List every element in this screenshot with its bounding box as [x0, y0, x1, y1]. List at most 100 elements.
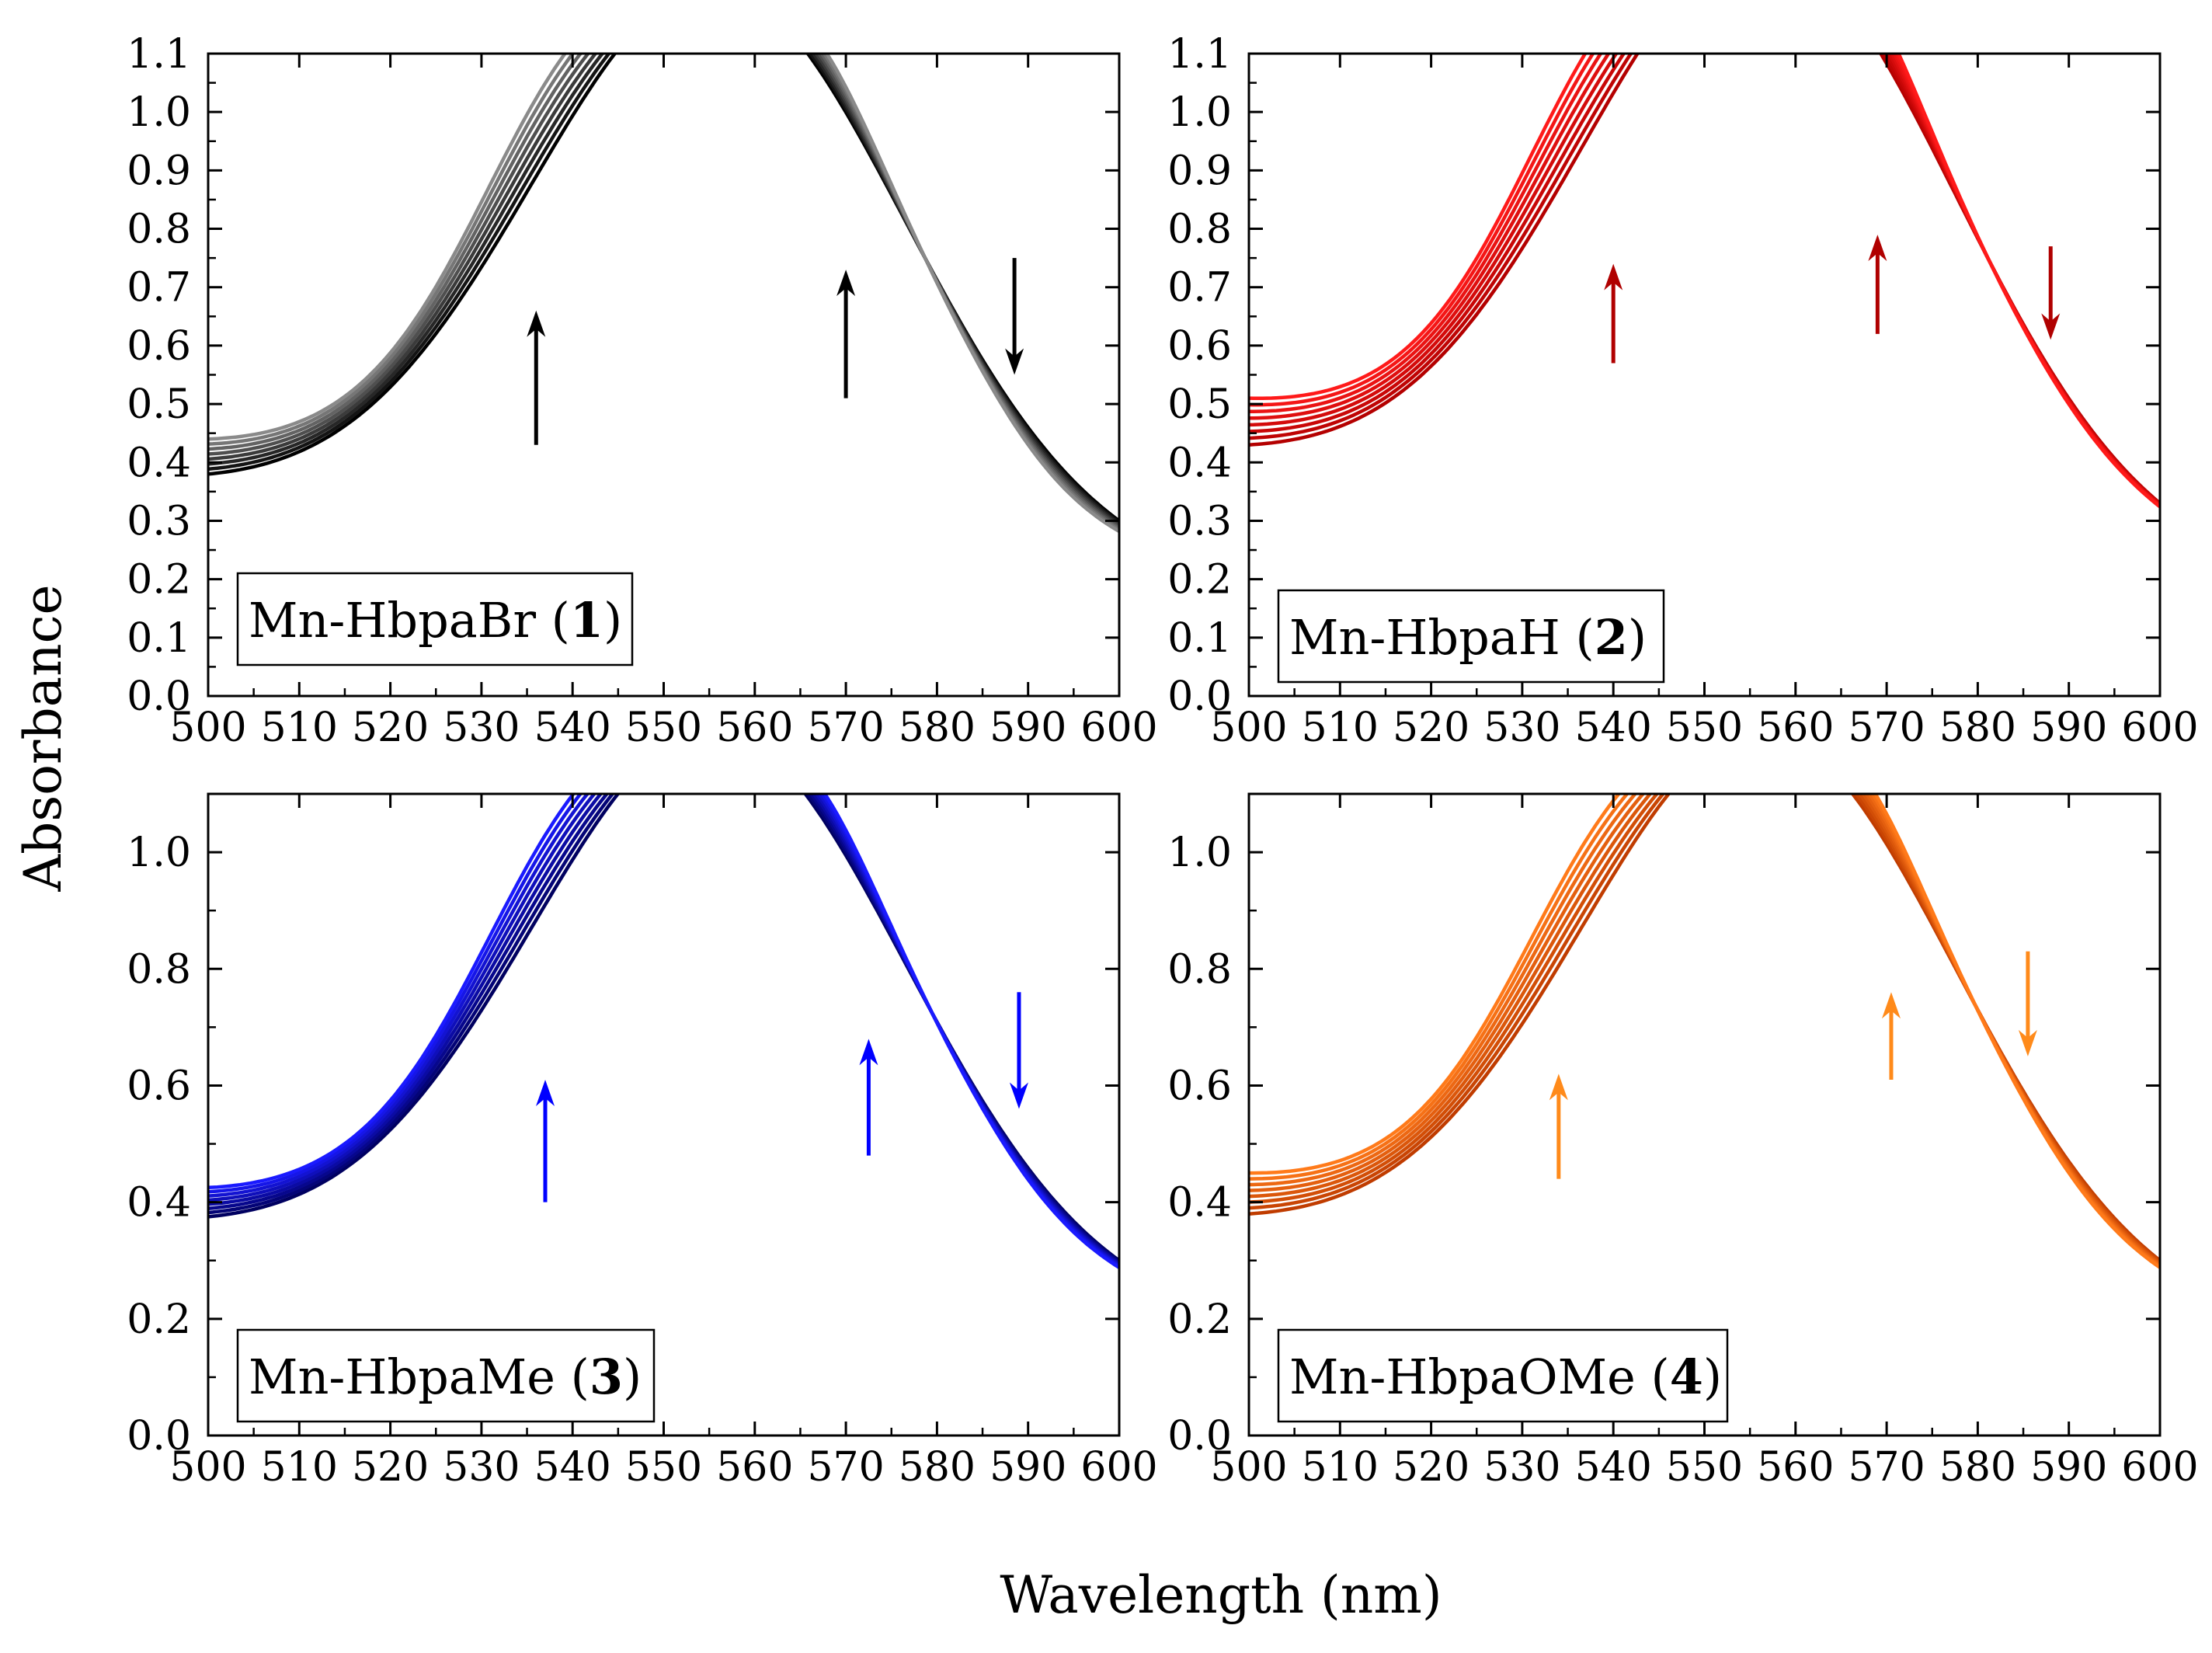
- x-tick-label: 510: [261, 705, 338, 751]
- panel-3: 500 510 520 530 540 550 560 570 580 590 600 0.0 0.2 0…: [127, 792, 1158, 1491]
- spectrum-line: [1249, 794, 2160, 1265]
- panel-label: Mn-HbpaH (2): [1289, 609, 1647, 666]
- y-tick-label: 0.4: [1167, 1180, 1232, 1227]
- x-tick-label: 570: [807, 705, 884, 751]
- x-tick-label: 590: [2030, 1444, 2107, 1491]
- spectrum-line: [1249, 54, 2160, 505]
- y-tick-label: 1.0: [1167, 830, 1232, 876]
- spectrum-line: [1249, 794, 2160, 1269]
- y-axis-title: Absorbance: [13, 584, 73, 892]
- y-tick-label: 0.3: [1167, 498, 1232, 545]
- spectrum-line: [208, 54, 1119, 524]
- x-tick-label: 510: [1302, 705, 1379, 751]
- y-tick-label: 1.0: [1167, 89, 1232, 136]
- spectrum-line: [1249, 54, 2160, 508]
- panel-label-number: 2: [1595, 609, 1628, 666]
- series-group: [1249, 794, 2160, 1269]
- x-tick-label: 600: [1080, 1444, 1157, 1491]
- x-tick-label: 530: [443, 1444, 520, 1491]
- y-tick-label: 0.1: [127, 615, 191, 662]
- x-tick-label: 530: [443, 705, 520, 751]
- spectrum-line: [208, 54, 1119, 526]
- x-tick-label: 530: [1483, 1444, 1560, 1491]
- arrow-down-icon: [1009, 1082, 1028, 1109]
- panel-label: Mn-HbpaOMe (4): [1289, 1348, 1722, 1405]
- arrow-up-icon: [536, 1079, 555, 1106]
- x-tick-label: 600: [2121, 1444, 2198, 1491]
- y-tick-label: 0.9: [1167, 148, 1232, 194]
- arrow-up-icon: [527, 310, 546, 337]
- spectrum-line: [208, 794, 1119, 1268]
- panel-2: 500 510 520 530 540 550 560 570 580 590 600 0.0 0.1 0…: [1167, 31, 2198, 751]
- y-tick-label: 0.9: [127, 148, 191, 194]
- spectrum-line: [208, 54, 1119, 534]
- spectrum-line: [1249, 54, 2160, 506]
- y-tick-label: 0.8: [1167, 207, 1232, 253]
- x-tick-label: 580: [899, 1444, 976, 1491]
- x-tick-label: 560: [1757, 705, 1834, 751]
- x-tick-label: 500: [1210, 705, 1287, 751]
- x-tick-label: 600: [1080, 705, 1157, 751]
- y-tick-label: 0.2: [1167, 1296, 1232, 1343]
- panel-label-box: [1277, 1328, 1729, 1423]
- y-tick-label: 1.0: [127, 830, 191, 876]
- y-tick-label: 0.6: [127, 323, 191, 370]
- x-tick-label: 540: [534, 1444, 611, 1491]
- y-tick-label: 0.0: [1167, 673, 1232, 720]
- x-tick-label: 500: [169, 1444, 246, 1491]
- x-tick-label: 550: [1666, 1444, 1743, 1491]
- x-tick-label: 520: [1393, 705, 1469, 751]
- panel-label-box: [236, 572, 634, 666]
- x-tick-label: 510: [261, 1444, 338, 1491]
- y-tick-label: 0.2: [127, 557, 191, 604]
- y-tick-label: 0.8: [127, 207, 191, 253]
- panel-label-number: 4: [1670, 1348, 1703, 1405]
- arrow-up-icon: [836, 270, 856, 297]
- y-tick-label: 1.0: [127, 89, 191, 136]
- spectrum-line: [208, 54, 1119, 531]
- y-tick-label: 0.5: [127, 381, 191, 428]
- panel-label: Mn-HbpaBr (1): [249, 592, 622, 649]
- y-tick-label: 1.1: [127, 31, 191, 78]
- x-tick-label: 580: [899, 705, 976, 751]
- x-tick-label: 530: [1483, 705, 1560, 751]
- arrow-down-icon: [1005, 348, 1024, 375]
- y-tick-label: 1.1: [1167, 31, 1232, 78]
- y-tick-label: 0.2: [1167, 557, 1232, 604]
- arrow-up-icon: [1868, 235, 1887, 262]
- panel-label: Mn-HbpaMe (3): [249, 1348, 642, 1405]
- y-tick-label: 0.6: [1167, 323, 1232, 370]
- spectrum-line: [208, 54, 1119, 532]
- y-tick-label: 0.1: [1167, 615, 1232, 662]
- y-tick-label: 0.3: [127, 498, 191, 545]
- x-tick-label: 550: [625, 1444, 702, 1491]
- y-tick-label: 0.8: [1167, 946, 1232, 993]
- x-tick-label: 600: [2121, 705, 2198, 751]
- spectrum-line: [208, 794, 1119, 1268]
- series-group: [1249, 54, 2160, 509]
- panel-label-name: Mn-HbpaMe (: [249, 1348, 590, 1405]
- y-tick-label: 0.0: [127, 1413, 191, 1460]
- x-tick-label: 540: [534, 705, 611, 751]
- y-tick-label: 0.6: [1167, 1063, 1232, 1109]
- y-tick-label: 0.4: [127, 1180, 191, 1227]
- x-tick-label: 580: [1939, 1444, 2016, 1491]
- spectrum-line: [1249, 794, 2160, 1268]
- x-tick-label: 500: [169, 705, 246, 751]
- x-tick-label: 500: [1210, 1444, 1287, 1491]
- spectrum-line: [1249, 54, 2160, 507]
- x-tick-label: 520: [352, 1444, 429, 1491]
- panel-label-close: ): [1703, 1348, 1722, 1405]
- spectrum-line: [208, 794, 1119, 1262]
- arrow-up-icon: [1881, 992, 1901, 1019]
- x-tick-label: 570: [1848, 1444, 1925, 1491]
- x-tick-label: 560: [716, 705, 793, 751]
- x-tick-label: 540: [1575, 1444, 1652, 1491]
- x-tick-label: 520: [352, 705, 429, 751]
- spectrum-line: [1249, 794, 2160, 1262]
- panel-label-box: [1277, 589, 1665, 684]
- series-group: [208, 54, 1119, 534]
- spectrum-line: [208, 794, 1119, 1269]
- panel-1: 500 510 520 530 540 550 560 570 580 590 600 0.0 0.1 0…: [127, 31, 1157, 751]
